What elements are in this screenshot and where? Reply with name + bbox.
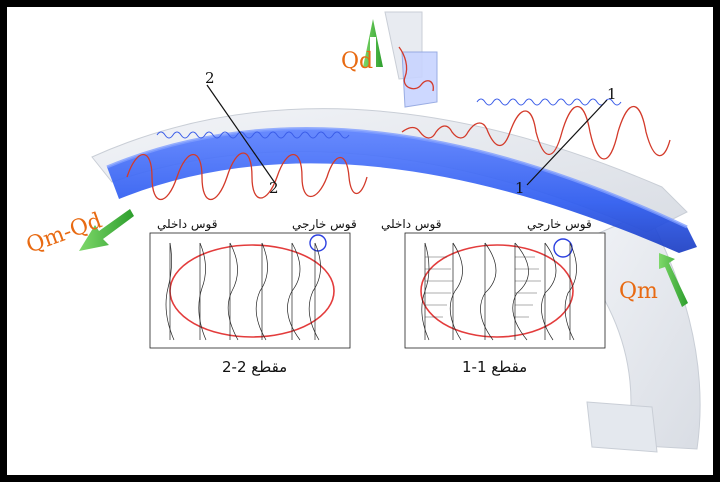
section-leader-lines [206,84,608,186]
section-2-bottom-marker: 2 [269,179,279,197]
channel-body [91,11,701,453]
right-plot-outer-arc-label: قوس خارجي [527,217,592,231]
left-plot-inner-arc-label: قوس داخلي [157,217,218,231]
up-arrow-icon [659,253,688,307]
section-1-1-title: مقطع 1-1 [462,358,528,376]
inset-plot-section-2-2 [149,232,351,349]
flow-arrows [79,19,688,307]
discharge-diverted-label: Qd [341,49,374,74]
surface-vortices [156,98,622,139]
water-flow [106,127,697,253]
figure-frame: Qd Qm-Qd Qm 2 2 1 1 قوس خارجي قوس داخلي … [7,7,713,475]
down-left-arrow-icon [79,209,134,251]
section-1-bottom-marker: 1 [515,179,525,197]
right-plot-inner-arc-label: قوس داخلي [381,217,442,231]
section-2-2-title: مقطع 2-2 [222,358,288,376]
helical-secondary-flow [126,46,671,200]
section-2-top-marker: 2 [205,69,215,87]
up-arrow-icon [363,19,383,67]
main-discharge-label: Qm [619,279,658,304]
inset-plot-section-1-1 [404,232,606,349]
channel-diagram [79,11,701,453]
section-1-top-marker: 1 [607,85,617,103]
left-plot-outer-arc-label: قوس خارجي [292,217,357,231]
